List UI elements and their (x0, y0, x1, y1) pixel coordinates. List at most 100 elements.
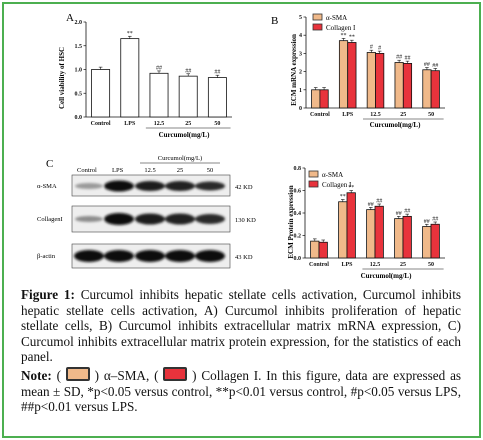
panel-b-letter: B (271, 15, 278, 27)
significance-mark: ## (376, 199, 382, 205)
significance-mark: ## (156, 65, 162, 71)
bar (430, 223, 440, 259)
significance-mark: ** (341, 33, 347, 39)
blot-kd-collagen: 130 KD (235, 217, 256, 224)
significance-mark: ** (127, 31, 133, 37)
bar (338, 40, 349, 109)
y-tick-label: 1.0 (75, 68, 83, 74)
panel-c-letter: C (46, 158, 53, 170)
y-tick-label: 0 (299, 106, 302, 112)
panel-b-xgroup: Curcumol(mg/L) (370, 121, 421, 129)
y-tick-label: 1.5 (75, 44, 83, 50)
y-tick-label: 0.0 (294, 256, 302, 262)
x-tick-label: 12.5 (370, 262, 381, 268)
bar (319, 89, 329, 109)
bar (311, 89, 321, 109)
x-tick-label: 25 (185, 121, 191, 127)
significance-mark: ## (185, 68, 191, 74)
blot-header-control: Control (77, 167, 97, 174)
blot-header-curcumol: Curcumol(mg/L) (158, 155, 202, 162)
x-tick-label: Control (309, 262, 329, 268)
y-tick-label: 0.8 (294, 166, 302, 172)
blot-header-d2: 25 (177, 167, 184, 174)
legend-swatch-collagen (312, 23, 323, 31)
y-tick-label: 3 (299, 51, 302, 57)
bar (366, 209, 376, 259)
x-tick-label: 25 (400, 112, 406, 118)
panel-d-ylabel: ECM Protein expression (287, 185, 295, 258)
y-tick-label: 0.0 (75, 115, 83, 121)
x-tick-label: LPS (341, 262, 353, 268)
caption-note-collagen: ) Collagen I. In this figure, data are e… (21, 367, 462, 415)
significance-mark: ## (214, 70, 220, 76)
bar (338, 201, 348, 259)
panel-a-letter: A (66, 12, 74, 24)
blot-row-label-sma: α-SMA (37, 183, 57, 190)
bar (366, 52, 376, 109)
caption-figure-text: Curcumol inhibits hepatic stellate cells… (21, 287, 461, 365)
significance-mark: ## (396, 211, 402, 217)
panel-b: B ECM mRNA expression 0 1 2 3 4 5 Control ** ** L… (271, 13, 445, 129)
caption-note-paragraph: Note: ( ) α–SMA, ( ) Collagen I. In this… (21, 366, 462, 415)
y-tick-label: 0.4 (294, 211, 302, 217)
panel-c: C Control LPS Curcumol(mg/L) 12.5 25 50 … (37, 155, 256, 269)
significance-mark: ** (340, 194, 346, 200)
bar (375, 53, 385, 109)
legend-swatch-sma (312, 13, 323, 21)
bar (120, 38, 140, 118)
bar (430, 70, 440, 109)
y-tick-label: 5 (299, 15, 302, 21)
blot-kd-actin: 43 KD (235, 254, 253, 261)
significance-mark: ** (348, 185, 354, 191)
bar (310, 240, 320, 259)
bar (394, 218, 404, 259)
figure-caption: Figure 1: Curcumol inhibits hepatic stel… (21, 287, 461, 417)
blot-row-label-actin: β-actin (37, 253, 56, 260)
legend-label-sma: α-SMA (322, 171, 343, 179)
panel-a-ylabel: Cell viability of HSC (58, 47, 66, 109)
caption-figure-label: Figure 1: (21, 287, 75, 302)
x-tick-label: 12.5 (154, 121, 165, 127)
x-tick-label: LPS (124, 121, 136, 127)
legend-swatch-sma (308, 170, 319, 178)
blot-bands-collagen (75, 213, 225, 225)
y-tick-label: 1 (299, 88, 302, 94)
y-tick-label: 0.6 (294, 189, 302, 195)
significance-mark: ## (368, 202, 374, 208)
caption-figure-paragraph: Figure 1: Curcumol inhibits hepatic stel… (21, 287, 461, 365)
bar (402, 215, 412, 259)
panel-b-ylabel: ECM mRNA expression (290, 34, 298, 106)
bar (318, 241, 328, 259)
blot-kd-sma: 42 KD (235, 184, 253, 191)
significance-mark: ## (432, 217, 438, 223)
caption-note-label: Note: (21, 367, 52, 383)
bar (347, 42, 357, 109)
caption-swatch-collagen (163, 366, 188, 381)
bar (207, 77, 227, 118)
y-tick-label: 4 (299, 33, 302, 39)
panel-a-chart: 0.0 0.5 1.0 1.5 2.0 Control ** LPS ## 12.5 ## 25 ## 5… (75, 20, 232, 129)
blot-header-d3: 50 (207, 167, 214, 174)
significance-mark: ## (396, 55, 402, 61)
significance-mark: ## (404, 56, 410, 62)
bar (394, 62, 404, 109)
legend-label-collagen: Collagen I (322, 181, 352, 189)
bar (178, 75, 198, 118)
significance-mark: ** (349, 35, 355, 41)
x-tick-label: Control (91, 121, 111, 127)
y-tick-label: 2 (299, 70, 302, 76)
x-tick-label: LPS (342, 112, 354, 118)
blot-header-lps: LPS (112, 167, 124, 174)
panel-d-xgroup: Curcumol(mg/L) (361, 272, 412, 280)
significance-mark: ## (432, 63, 438, 69)
panel-b-legend: α-SMA Collagen I (312, 13, 356, 32)
x-tick-label: 50 (428, 262, 434, 268)
panel-d: ECM Protein expression 0.0 0.2 0.4 0.6 0.8 Co… (287, 166, 445, 280)
bar (374, 205, 384, 259)
panel-d-legend: α-SMA Collagen I (308, 170, 352, 189)
significance-mark: # (370, 45, 373, 51)
